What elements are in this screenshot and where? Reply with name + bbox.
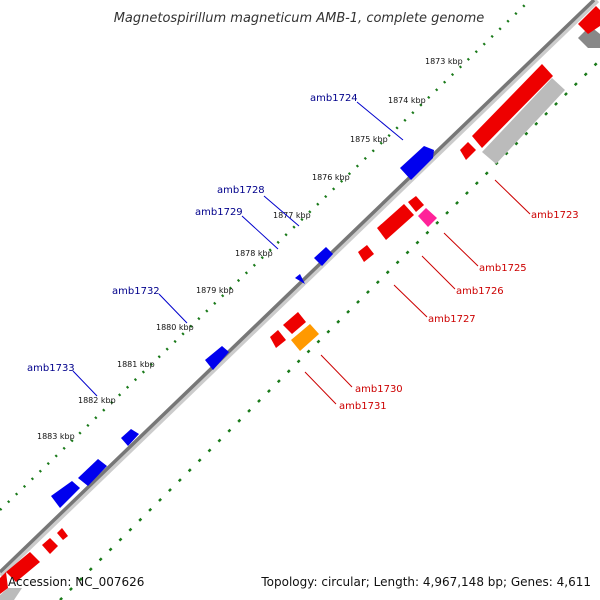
backbone-shadow: [0, 0, 600, 578]
gene-bottom-3[interactable]: [57, 528, 68, 540]
gene-amb1731[interactable]: [291, 324, 319, 351]
tick-1881: 1881 kbp: [117, 360, 155, 369]
leader-amb1723: [494, 179, 531, 215]
gene-amb1730[interactable]: [283, 312, 306, 334]
gene-amb1730b[interactable]: [270, 330, 286, 348]
gene-amb1733[interactable]: [121, 429, 139, 446]
gene-bottom-1[interactable]: [6, 552, 40, 582]
grey-track-amb1723: [482, 78, 565, 164]
label-amb1730[interactable]: amb1730: [355, 384, 403, 395]
leader-amb1731: [304, 371, 337, 405]
tick-1875: 1875 kbp: [350, 135, 388, 144]
label-amb1726[interactable]: amb1726: [456, 286, 504, 297]
gene-bottom-edge[interactable]: [0, 572, 8, 594]
map-title: Magnetospirillum magneticum AMB-1, compl…: [114, 11, 485, 26]
label-amb1727[interactable]: amb1727: [428, 314, 476, 325]
leader-amb1733: [72, 370, 98, 397]
gene-bottom-2[interactable]: [42, 538, 58, 554]
gene-amb1727[interactable]: [358, 245, 374, 262]
gene-forward-b[interactable]: [51, 481, 80, 508]
tick-1878: 1878 kbp: [235, 249, 273, 258]
label-amb1732[interactable]: amb1732: [112, 286, 160, 297]
leader-amb1727: [393, 284, 428, 318]
tick-1880: 1880 kbp: [156, 323, 194, 332]
leader-amb1732: [158, 293, 188, 324]
gene-amb1724[interactable]: [400, 146, 434, 180]
grey-track-bottom: [0, 588, 22, 600]
gene-amb1732[interactable]: [205, 346, 229, 370]
grey-track-top: [578, 26, 600, 48]
label-amb1724[interactable]: amb1724: [310, 93, 358, 104]
gc-track-inner: [59, 59, 600, 600]
label-amb1725[interactable]: amb1725: [479, 263, 527, 274]
gene-amb1728[interactable]: [314, 247, 333, 266]
leader-amb1728: [263, 195, 300, 227]
gene-amb1726[interactable]: [377, 204, 414, 240]
leader-amb1725: [443, 232, 479, 267]
label-amb1729[interactable]: amb1729: [195, 207, 243, 218]
accession-text: Accession: NC_007626: [8, 575, 144, 589]
label-amb1731[interactable]: amb1731: [339, 401, 387, 412]
tick-1882: 1882 kbp: [78, 396, 116, 405]
tick-1877: 1877 kbp: [273, 211, 311, 220]
tick-1883: 1883 kbp: [37, 432, 75, 441]
leader-amb1726: [421, 255, 456, 290]
gc-track-outer: [0, 0, 531, 511]
tick-1874: 1874 kbp: [388, 96, 426, 105]
leader-amb1724: [356, 101, 404, 141]
topology-text: Topology: circular; Length: 4,967,148 bp…: [260, 575, 591, 589]
gene-forward-a[interactable]: [78, 459, 107, 486]
label-amb1733[interactable]: amb1733: [27, 363, 75, 374]
gene-amb1726b[interactable]: [408, 196, 424, 212]
gene-top-right[interactable]: [578, 6, 600, 34]
leader-amb1730: [320, 354, 353, 388]
tick-1876: 1876 kbp: [312, 173, 350, 182]
gene-amb1723[interactable]: [472, 64, 553, 148]
label-amb1728[interactable]: amb1728: [217, 185, 265, 196]
gene-amb1723b[interactable]: [460, 142, 476, 160]
gene-amb1729[interactable]: [295, 274, 305, 284]
gene-amb1725[interactable]: [418, 208, 437, 227]
label-amb1723[interactable]: amb1723: [531, 210, 579, 221]
backbone: [0, 0, 596, 574]
leader-amb1729: [241, 215, 279, 250]
tick-1873: 1873 kbp: [425, 57, 463, 66]
tick-1879: 1879 kbp: [196, 286, 234, 295]
